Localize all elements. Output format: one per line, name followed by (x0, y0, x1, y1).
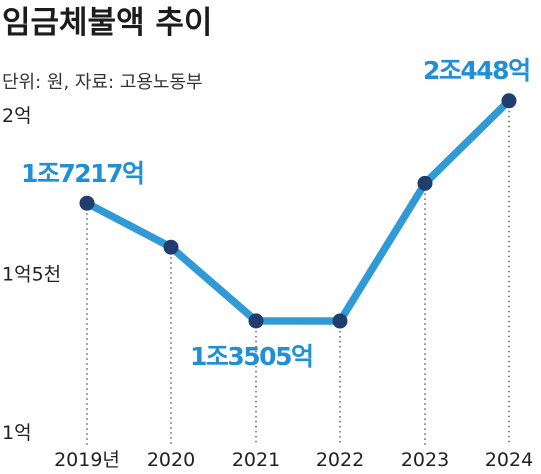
y-axis-labels: 1억 1억5천 2억 (2, 105, 61, 444)
data-point-2 (248, 313, 264, 329)
x-tick-label-4: 2023 (401, 449, 449, 471)
x-tick-label-0: 2019년 (54, 449, 120, 471)
guide-lines (86, 110, 510, 446)
y-tick-label-1: 1억5천 (2, 264, 61, 286)
data-point-0 (79, 195, 95, 211)
y-tick-label-2: 2억 (2, 105, 32, 127)
x-tick-label-2: 2021 (232, 449, 280, 471)
series-line-group (83, 97, 513, 325)
data-point-5 (501, 93, 517, 109)
data-labels: 1조7217억 1조3505억 2조448억 (21, 56, 531, 371)
data-point-3 (332, 313, 348, 329)
x-tick-label-5: 2024 (485, 449, 533, 471)
data-label-0: 1조7217억 (21, 159, 143, 188)
chart-title: 임금체불액 추이 (2, 5, 212, 41)
chart-subtitle: 단위: 원, 자료: 고용노동부 (2, 72, 203, 93)
x-tick-label-3: 2022 (316, 449, 364, 471)
data-point-1 (163, 239, 179, 255)
x-axis-labels: 2019년 2020 2021 2022 2023 2024 (54, 449, 533, 471)
data-point-4 (417, 175, 433, 191)
x-tick-label-1: 2020 (147, 449, 195, 471)
data-label-2: 1조3505억 (190, 342, 312, 371)
series-line (83, 97, 513, 325)
data-label-5: 2조448억 (423, 56, 530, 85)
data-points (79, 93, 517, 329)
y-tick-label-0: 1억 (2, 422, 32, 444)
